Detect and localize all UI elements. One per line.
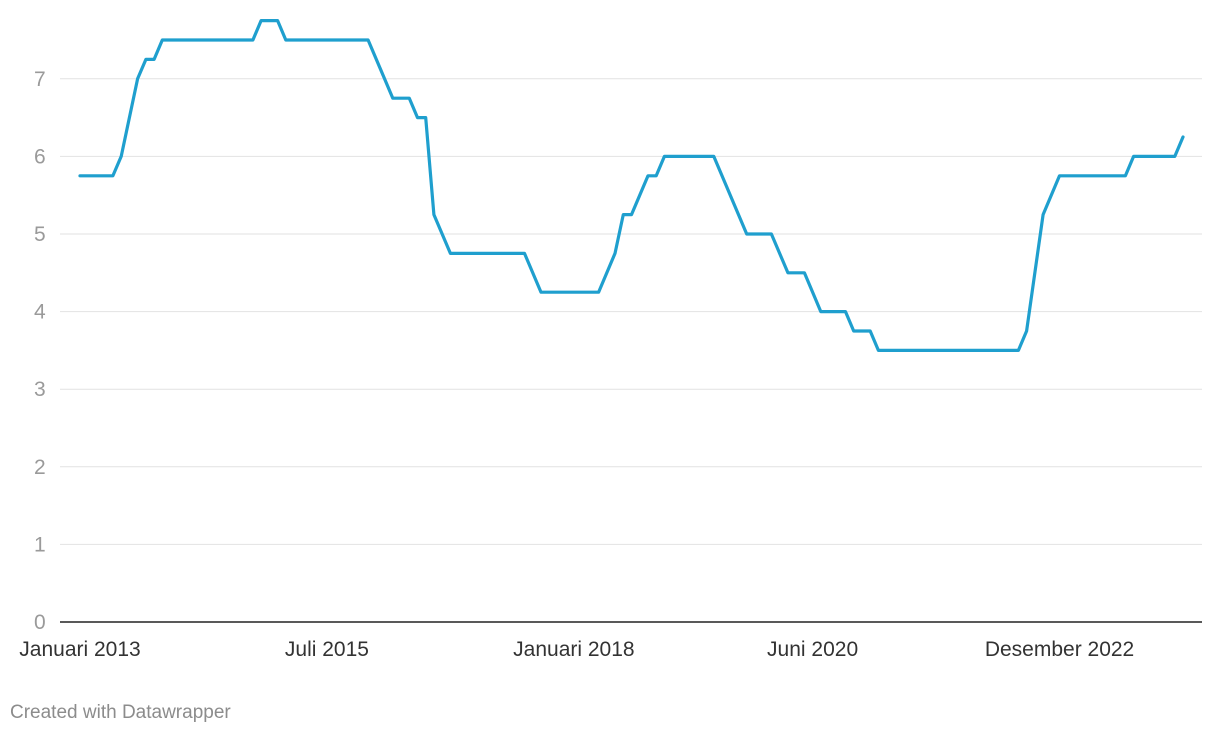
y-tick-label: 0 xyxy=(34,611,46,634)
y-tick-label: 4 xyxy=(34,301,46,324)
y-tick-label: 7 xyxy=(34,68,46,91)
x-tick-label: Januari 2013 xyxy=(19,638,140,661)
series-line xyxy=(78,19,1185,352)
credit-text: Created with Datawrapper xyxy=(10,702,231,723)
x-tick-label: Desember 2022 xyxy=(985,638,1134,661)
y-tick-label: 6 xyxy=(34,145,46,168)
y-tick-label: 2 xyxy=(34,456,46,479)
gridlines xyxy=(60,78,1202,545)
x-tick-label: Juni 2020 xyxy=(767,638,858,661)
x-tick-label: Januari 2018 xyxy=(513,638,634,661)
y-axis-ticks: 0 1 2 3 4 5 6 7 xyxy=(34,68,46,634)
x-tick-label: Juli 2015 xyxy=(285,638,369,661)
y-tick-label: 1 xyxy=(34,533,46,556)
x-axis-ticks: Januari 2013 Juli 2015 Januari 2018 Juni 20… xyxy=(19,638,1134,661)
y-tick-label: 5 xyxy=(34,223,46,246)
y-tick-label: 3 xyxy=(34,378,46,401)
